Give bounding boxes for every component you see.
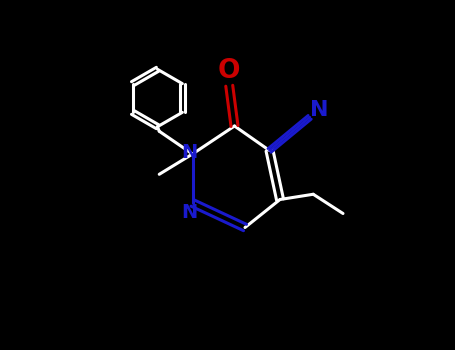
Text: N: N: [182, 143, 198, 162]
Text: N: N: [182, 203, 198, 222]
Text: N: N: [310, 99, 329, 120]
Text: O: O: [218, 58, 241, 84]
